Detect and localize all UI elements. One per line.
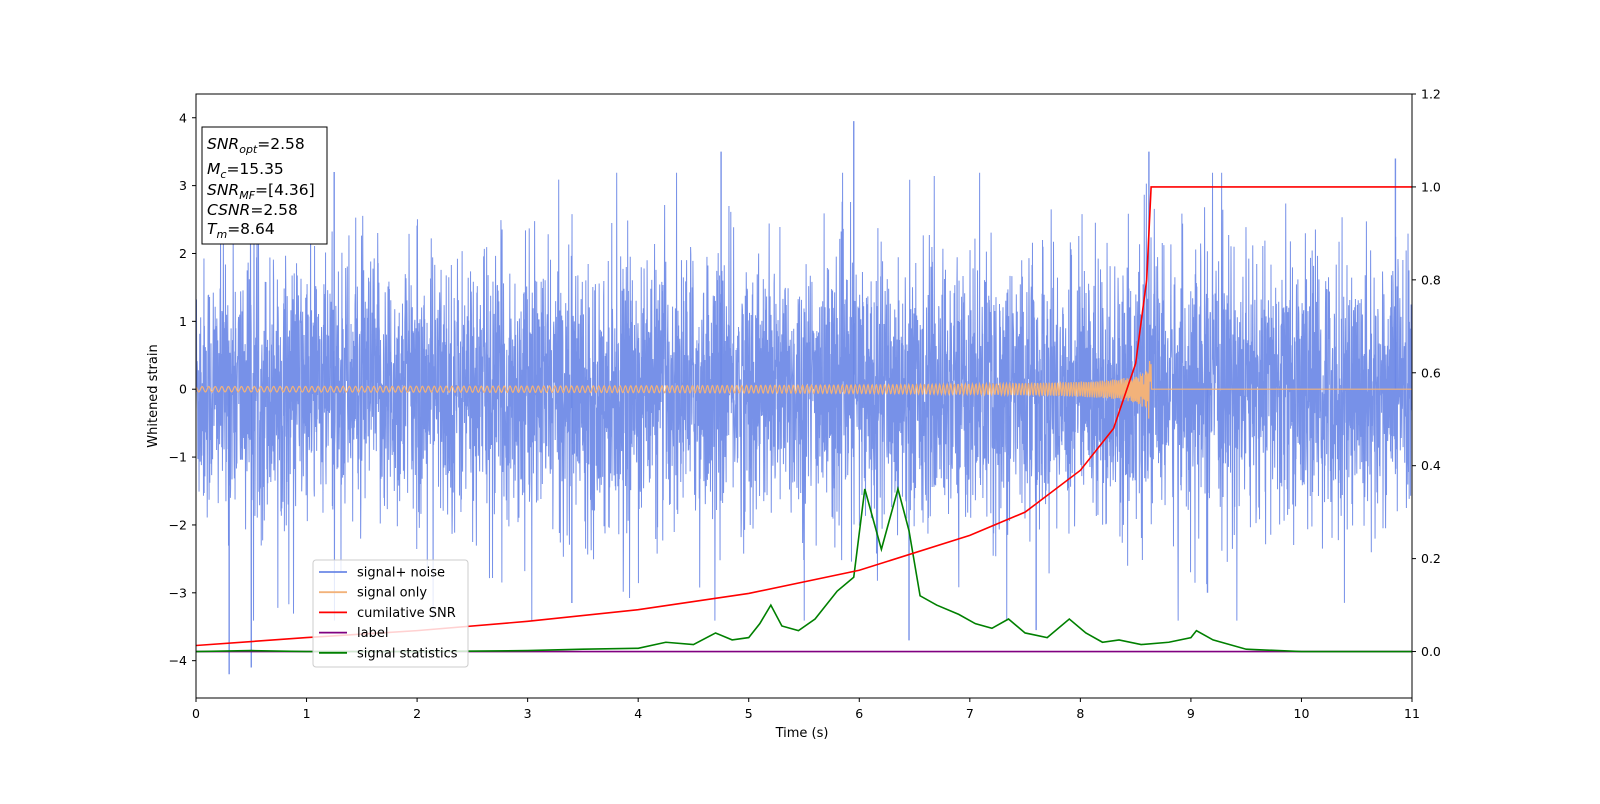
signal-noise-line [196, 172, 1412, 621]
signal-only-series [196, 361, 1412, 419]
info-line: Tm=8.64 [207, 220, 275, 241]
x-tick-label: 6 [855, 706, 863, 721]
y-right-tick-label: 0.8 [1421, 272, 1441, 287]
y-axis-label: Whitened strain [146, 344, 161, 447]
legend-label: cumilative SNR [357, 606, 456, 621]
info-box-frame [201, 126, 328, 245]
legend-frame [312, 559, 469, 668]
info-subscript: c [220, 168, 226, 181]
plot-frame [195, 93, 1413, 699]
x-tick-label: 4 [634, 706, 642, 721]
x-tick-label: 1 [303, 706, 311, 721]
info-line: CSNR=2.58 [207, 201, 298, 219]
y-left-tick-label: −2 [169, 517, 187, 532]
y-left-tick-label: 0 [179, 382, 187, 397]
info-value: =2.58 [250, 201, 298, 219]
x-tick-label: 11 [1404, 706, 1420, 721]
x-axis: 0 1 2 3 4 5 6 7 8 9 10 11 [192, 698, 1420, 721]
y-left-tick-label: −3 [169, 585, 187, 600]
x-tick-label: 9 [1187, 706, 1195, 721]
y-right-tick-label: 0.4 [1421, 458, 1441, 473]
x-tick-label: 3 [524, 706, 532, 721]
x-tick-label: 10 [1294, 706, 1310, 721]
legend-label: signal+ noise [357, 566, 445, 581]
y-right-tick-label: 0.2 [1421, 551, 1441, 566]
info-symbol: M [207, 160, 220, 178]
info-subscript: opt [239, 143, 258, 156]
info-line: Mc=15.35 [207, 160, 284, 181]
legend-label: signal statistics [357, 646, 458, 661]
y-right-tick-label: 0.6 [1421, 365, 1441, 380]
signal-noise-series [196, 121, 1412, 675]
signal-statistics-line [196, 485, 1412, 653]
info-value: =[4.36] [255, 181, 315, 199]
y-axis-left: 4 3 2 1 0 −1 −2 −3 −4 [169, 110, 196, 668]
y-right-tick-label: 1.0 [1421, 179, 1441, 194]
info-symbol: T [207, 220, 218, 238]
info-symbol: CSNR [207, 201, 250, 219]
legend-label: label [357, 626, 388, 641]
legend-label: signal only [357, 586, 427, 601]
signal-only-line [196, 361, 1412, 419]
info-subscript: m [216, 228, 227, 241]
y-left-tick-label: 2 [179, 246, 187, 261]
y-right-tick-label: 1.2 [1421, 87, 1441, 102]
x-tick-label: 5 [745, 706, 753, 721]
x-tick-label: 0 [192, 706, 200, 721]
y-left-tick-label: 4 [179, 110, 187, 125]
info-symbol: SNR [207, 135, 239, 153]
info-value: =2.58 [257, 135, 305, 153]
info-box: SNRopt=2.58Mc=15.35SNRMF=[4.36]CSNR=2.58… [201, 126, 328, 245]
info-line: SNRMF=[4.36] [207, 181, 315, 202]
info-subscript: MF [239, 189, 255, 202]
y-axis-right: 1.2 1.0 0.8 0.6 0.4 0.2 0.0 [1412, 87, 1441, 659]
y-left-tick-label: 3 [179, 178, 187, 193]
info-symbol: SNR [207, 181, 239, 199]
x-axis-label: Time (s) [775, 726, 829, 741]
info-value: =15.35 [226, 160, 283, 178]
info-line: SNRopt=2.58 [207, 135, 305, 156]
y-right-tick-label: 0.0 [1421, 644, 1441, 659]
x-tick-label: 7 [966, 706, 974, 721]
x-tick-label: 8 [1076, 706, 1084, 721]
y-left-tick-label: −4 [169, 653, 187, 668]
y-left-tick-label: −1 [169, 450, 187, 465]
legend: signal+ noise signal only cumilative SNR la… [312, 559, 469, 668]
info-value: =8.64 [227, 220, 275, 238]
x-tick-label: 2 [413, 706, 421, 721]
y-left-tick-label: 1 [179, 314, 187, 329]
